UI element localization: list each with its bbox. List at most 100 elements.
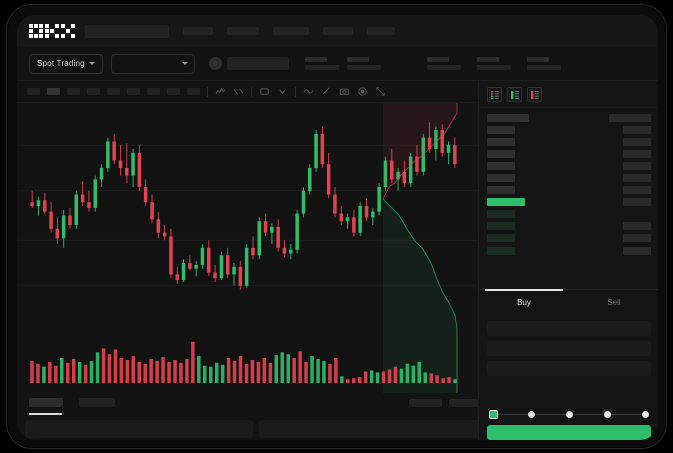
orderbook-ask-row[interactable] — [487, 161, 651, 170]
chevron-down-icon — [181, 62, 188, 65]
tab-buy[interactable]: Buy — [479, 289, 569, 315]
stat-high-label — [426, 57, 449, 62]
candle — [276, 219, 280, 252]
timeframe-1d[interactable] — [147, 88, 160, 95]
nav-item-3[interactable] — [273, 27, 309, 35]
volume-bar — [322, 360, 326, 383]
line-tool-icon[interactable] — [303, 86, 314, 97]
candle — [43, 192, 47, 214]
timeframe-4h[interactable] — [127, 88, 140, 95]
compare-icon[interactable] — [233, 86, 244, 97]
nav-item-2[interactable] — [227, 27, 259, 35]
timeframe-5m[interactable] — [47, 88, 60, 95]
orderbook-spread-row[interactable] — [487, 198, 651, 207]
candle — [181, 259, 186, 282]
candle — [358, 202, 362, 237]
volume-bar — [316, 359, 320, 383]
indicator-icon[interactable] — [215, 86, 226, 97]
bottom-tab-open-orders[interactable] — [29, 398, 63, 407]
order-amount-field[interactable] — [487, 341, 651, 356]
candle — [169, 228, 173, 279]
order-total-field[interactable] — [487, 361, 651, 376]
orderbook-mode-both[interactable] — [487, 87, 502, 102]
timeframe-15m[interactable] — [67, 88, 80, 95]
order-price-field[interactable] — [487, 321, 651, 336]
volume-bar — [60, 358, 64, 383]
orderbook-bid-row[interactable] — [487, 234, 651, 243]
orderbook-price-cell — [487, 137, 515, 146]
volume-bar — [89, 360, 94, 383]
price-chart-panel[interactable] — [17, 103, 478, 393]
settings-icon[interactable] — [357, 86, 368, 97]
candle — [80, 181, 85, 206]
orderbook-price-cell — [487, 210, 515, 219]
camera-icon[interactable] — [339, 86, 350, 97]
orderbook-mode-bids[interactable] — [507, 87, 522, 102]
slider-stop-100[interactable] — [641, 411, 649, 418]
orderbook-mode-group — [479, 81, 658, 108]
orderbook-header-row[interactable] — [487, 113, 651, 122]
spot-trading-dropdown[interactable]: Spot Trading — [29, 53, 103, 74]
volume-bar — [369, 370, 374, 383]
orderbook-ask-row[interactable] — [487, 137, 651, 146]
volume-bar — [77, 361, 82, 383]
orderbook-mode-asks[interactable] — [527, 87, 542, 102]
timeframe-1m[interactable] — [27, 88, 40, 95]
orderbook-ask-row[interactable] — [487, 173, 651, 182]
nav-item-4[interactable] — [323, 27, 353, 35]
timeframe-1w[interactable] — [167, 88, 180, 95]
orderbook-amount-cell — [623, 234, 651, 243]
orderbook-amount-cell — [623, 173, 651, 182]
order-percent-slider[interactable] — [489, 409, 649, 421]
orderbook-ask-row[interactable] — [487, 149, 651, 158]
tab-buy-label: Buy — [517, 298, 531, 307]
candlestick-chart — [17, 103, 478, 393]
logo-glyph-1 — [45, 24, 59, 38]
fullscreen-icon[interactable] — [375, 86, 386, 97]
volume-bar — [143, 363, 147, 383]
slider-stop-50[interactable] — [565, 411, 573, 418]
slider-handle[interactable] — [489, 410, 498, 419]
bottom-tab-order-history[interactable] — [79, 398, 115, 407]
orderbook-ask-row[interactable] — [487, 186, 651, 195]
slider-stop-75[interactable] — [603, 411, 611, 418]
orderbook-bid-row[interactable] — [487, 246, 651, 255]
orderbook-bid-row[interactable] — [487, 222, 651, 231]
stat-high — [426, 57, 461, 70]
orderbook-ask-row[interactable] — [487, 125, 651, 134]
pair-select[interactable] — [110, 53, 195, 74]
tab-sell[interactable]: Sell — [569, 290, 658, 315]
stat-low — [476, 57, 511, 70]
volume-bar — [417, 361, 421, 383]
volume-bar — [173, 360, 177, 383]
bottom-action-1[interactable] — [409, 399, 442, 407]
nav-item-1[interactable] — [183, 27, 213, 35]
volume-bar — [405, 363, 410, 383]
okx-logo[interactable] — [29, 24, 75, 38]
volume-bar — [149, 359, 153, 383]
chart-type-icon[interactable] — [277, 86, 288, 97]
volume-bar — [399, 368, 404, 383]
timeframe-1mo[interactable] — [187, 88, 200, 95]
timeframe-30m[interactable] — [87, 88, 100, 95]
candle — [320, 126, 325, 168]
orderbook-panel: Buy Sell — [478, 81, 658, 440]
volume-bar — [435, 375, 439, 383]
orderbook-rows[interactable] — [479, 109, 658, 289]
volume-bar — [42, 366, 46, 383]
candle — [219, 251, 224, 281]
slider-stop-25[interactable] — [527, 411, 535, 418]
search-input[interactable] — [85, 24, 169, 38]
nav-item-5[interactable] — [367, 27, 395, 35]
candle — [402, 160, 407, 187]
timeframe-1h[interactable] — [107, 88, 120, 95]
template-icon[interactable] — [259, 86, 270, 97]
orderbook-price-cell — [487, 161, 515, 170]
bottom-action-2[interactable] — [449, 399, 481, 407]
ruler-icon[interactable] — [321, 86, 332, 97]
place-buy-order-button[interactable] — [487, 425, 651, 440]
candle — [125, 143, 129, 184]
orderbook-price-cell — [487, 149, 515, 158]
volume-bar — [298, 351, 302, 383]
orderbook-bid-row[interactable] — [487, 210, 651, 219]
